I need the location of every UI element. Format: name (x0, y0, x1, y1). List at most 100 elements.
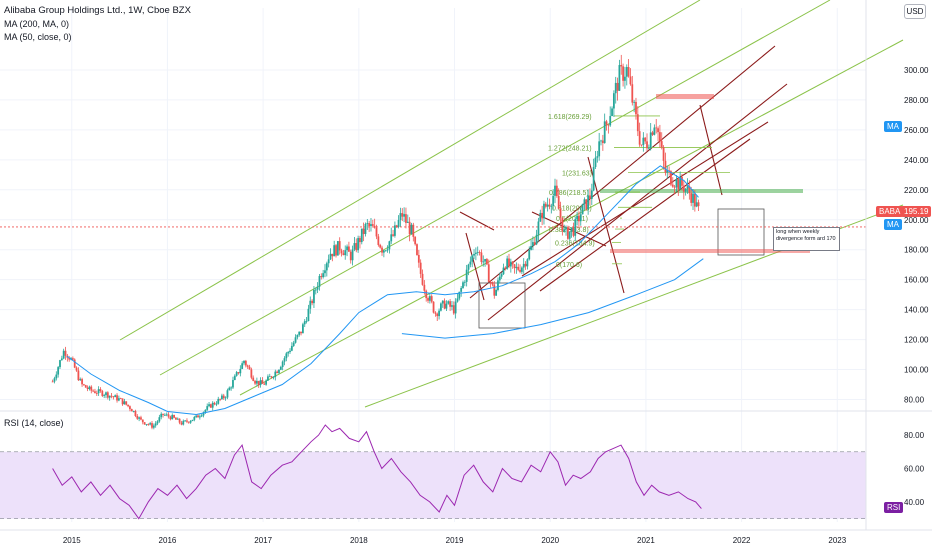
candle-body (605, 121, 608, 125)
candle-body (255, 380, 258, 384)
candle-body (116, 395, 118, 401)
candle-body (265, 380, 267, 385)
candle-body (62, 350, 65, 359)
candle-body (434, 312, 437, 314)
candle-body (274, 371, 277, 378)
price-tick-label: 160.00 (904, 276, 929, 285)
ma50-legend[interactable]: MA (50, close, 0) (4, 32, 72, 42)
candle-body (182, 420, 185, 425)
candle-body (272, 377, 275, 378)
candle-body (117, 398, 120, 401)
candle-body (495, 289, 498, 296)
candle-body (373, 225, 376, 228)
candle-body (344, 250, 347, 256)
candle-body (406, 221, 409, 223)
candle-body (585, 199, 588, 210)
candle-body (198, 416, 201, 418)
candle-body (671, 184, 674, 187)
candle-body (421, 273, 424, 285)
fib-level-label: 0.236(184.9) (555, 240, 595, 247)
candle-body (357, 238, 360, 251)
candle-body (143, 422, 146, 425)
candle-body (368, 223, 371, 227)
fib-level-label: 0.5(201.1) (556, 216, 588, 223)
candle-body (563, 229, 566, 232)
candle-body (449, 301, 452, 307)
support-zone (600, 189, 803, 193)
candle-body (230, 387, 233, 389)
candle-body (84, 385, 87, 388)
candle-body (340, 250, 343, 254)
candle-body (187, 421, 190, 423)
candle-body (226, 390, 229, 398)
candle-body (81, 379, 83, 385)
candle-body (412, 224, 415, 237)
candle-body (206, 406, 209, 410)
rsi-tick-label: 40.00 (904, 498, 925, 507)
candle-body (283, 358, 286, 362)
candle-body (583, 199, 586, 204)
candle-body (246, 365, 249, 367)
annotation-note: long when weekly divergence form ard 170 (773, 227, 840, 251)
ma-badge-top: MA (884, 121, 902, 132)
rsi-legend[interactable]: RSI (14, close) (4, 418, 64, 428)
candle-body (329, 253, 332, 260)
time-tick-label: 2021 (637, 536, 655, 545)
candle-body (662, 147, 665, 161)
candle-body (600, 140, 602, 142)
candle-body (287, 352, 290, 354)
candle-body (346, 246, 348, 251)
candle-body (232, 379, 234, 388)
candle-body (511, 261, 514, 265)
candle-body (154, 423, 157, 426)
candle-body (281, 361, 284, 368)
candle-body (635, 101, 637, 115)
candle-body (371, 224, 374, 226)
candle-body (520, 267, 523, 272)
fib-level-label: 1(231.63) (562, 170, 592, 177)
candle-body (215, 403, 218, 405)
candle-body (587, 195, 590, 210)
candle-body (152, 425, 155, 428)
candle-body (476, 252, 479, 253)
candle-body (197, 415, 199, 418)
candle-body (325, 263, 328, 271)
candle-body (528, 249, 531, 260)
fib-level-label: 1.272(248.21) (548, 146, 592, 153)
candle-body (480, 252, 483, 262)
candle-body (79, 379, 82, 381)
candle-body (184, 420, 187, 422)
currency-button[interactable]: USD (904, 4, 926, 19)
bottom-box (478, 282, 526, 329)
candle-body (211, 402, 214, 408)
price-tick-label: 140.00 (904, 306, 929, 315)
candle-body (222, 395, 225, 399)
candle-body (500, 274, 503, 277)
candle-body (169, 416, 172, 420)
candle-body (651, 132, 654, 135)
candle-body (445, 303, 448, 309)
candle-body (103, 395, 106, 396)
candle-body (173, 414, 175, 418)
candle-body (263, 383, 266, 385)
candle-body (252, 377, 255, 381)
candle-body (697, 202, 700, 207)
ma200-legend[interactable]: MA (200, MA, 0) (4, 19, 70, 29)
candle-body (158, 417, 161, 422)
candle-body (614, 82, 617, 94)
candle-body (75, 367, 78, 371)
price-zones (0, 94, 866, 329)
candle-body (522, 263, 525, 268)
green-channel-line (119, 0, 701, 341)
candle-body (657, 128, 659, 133)
candle-body (140, 417, 142, 420)
candle-body (417, 254, 420, 263)
price-tick-label: 240.00 (904, 156, 929, 165)
candle-body (311, 300, 313, 304)
candle-body (377, 236, 380, 245)
candle-body (95, 393, 98, 394)
candle-body (447, 301, 450, 304)
candle-body (504, 267, 507, 269)
candle-body (228, 387, 231, 391)
